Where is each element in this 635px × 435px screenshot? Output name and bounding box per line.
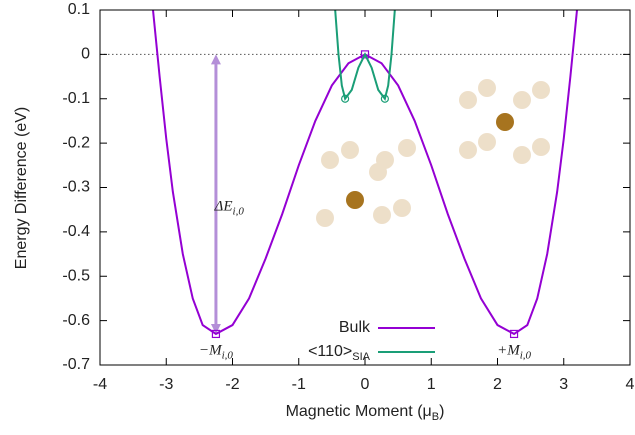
x-axis-label: Magnetic Moment (μB) bbox=[286, 403, 445, 423]
point-marker bbox=[509, 329, 519, 339]
annotation-sub: i,0 bbox=[233, 205, 245, 217]
point-marker bbox=[341, 94, 350, 103]
y-tick-label: -0.6 bbox=[62, 312, 90, 329]
legend-text: Bulk bbox=[339, 319, 371, 336]
point-marker bbox=[360, 50, 370, 59]
y-tick-label: 0.1 bbox=[68, 1, 90, 18]
point-marker bbox=[380, 94, 389, 103]
plot-frame bbox=[99, 9, 631, 366]
series-line bbox=[334, 10, 396, 102]
x-tick-label: -3 bbox=[159, 376, 173, 393]
x-tick-label: -2 bbox=[225, 376, 239, 393]
arrow-head bbox=[210, 54, 221, 65]
y-tick-label: -0.1 bbox=[62, 90, 90, 107]
x-tick-label: -4 bbox=[93, 376, 107, 393]
legend-label: <110>SIA bbox=[308, 343, 371, 363]
annotation: −Mi,0 bbox=[199, 343, 233, 361]
annotation-main: −M bbox=[199, 343, 223, 359]
y-tick-label: -0.4 bbox=[62, 223, 90, 240]
legend-text-sub: SIA bbox=[352, 351, 370, 363]
x-tick-label: 0 bbox=[361, 376, 370, 393]
annotation-sub: i,0 bbox=[520, 349, 532, 361]
legend-label: Bulk bbox=[339, 319, 371, 336]
x-tick-label: -1 bbox=[292, 376, 306, 393]
atom-sia bbox=[346, 191, 364, 209]
y-tick-label: 0 bbox=[81, 46, 90, 63]
legend-text: <110> bbox=[308, 343, 352, 360]
arrow-head bbox=[210, 323, 221, 334]
point-marker bbox=[211, 329, 221, 339]
y-tick-label: -0.7 bbox=[62, 356, 90, 373]
annotation-main: ΔE bbox=[214, 199, 233, 215]
y-tick-label: -0.5 bbox=[62, 267, 90, 284]
annotation-main: +M bbox=[497, 343, 521, 359]
atom-illustration bbox=[316, 79, 550, 227]
x-tick-label: 2 bbox=[493, 376, 502, 393]
y-tick-label: -0.3 bbox=[62, 179, 90, 196]
annotation: ΔEi,0 bbox=[214, 199, 245, 217]
y-tick-label: -0.2 bbox=[62, 134, 90, 151]
x-tick-label: 4 bbox=[626, 376, 635, 393]
annotation: +Mi,0 bbox=[497, 343, 531, 361]
x-tick-label: 3 bbox=[559, 376, 568, 393]
y-axis-label: Energy Difference (eV) bbox=[13, 107, 30, 269]
x-tick-label: 1 bbox=[427, 376, 436, 393]
atom-sia bbox=[496, 113, 514, 131]
annotation-sub: i,0 bbox=[222, 349, 234, 361]
